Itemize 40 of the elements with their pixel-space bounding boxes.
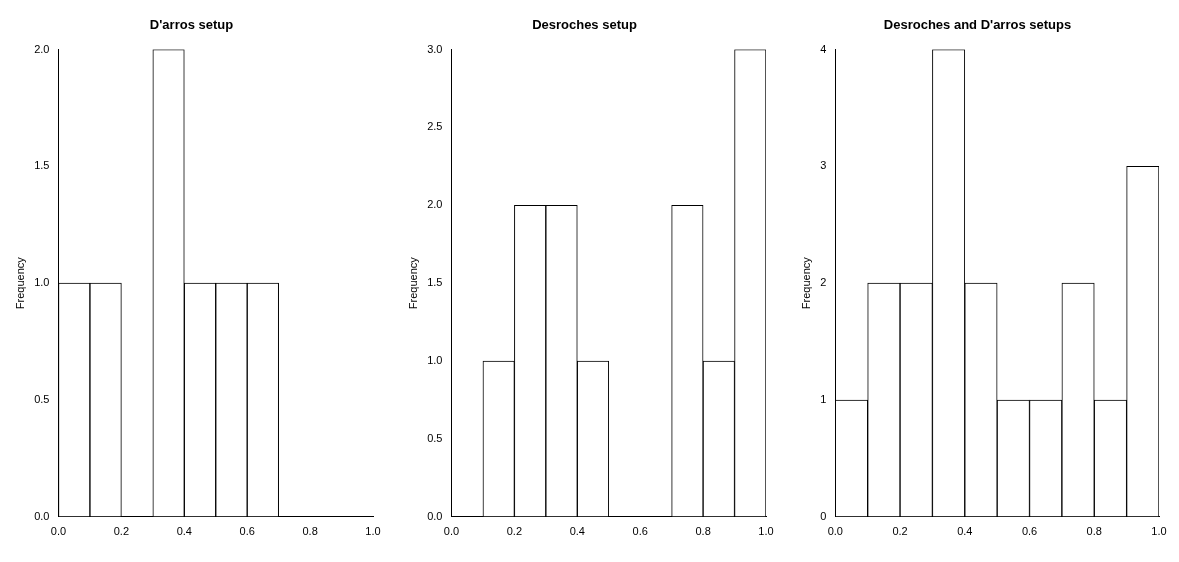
y-tick-label: 0.5 — [34, 393, 50, 406]
y-axis-title: Frequency — [799, 256, 812, 310]
x-tick-label: 0.4 — [957, 525, 973, 538]
x-tick-label: 0.2 — [892, 525, 908, 538]
y-tick-label: 3.0 — [427, 42, 443, 55]
y-tick-label: 2 — [820, 276, 827, 289]
x-tick-label: 0.8 — [302, 525, 318, 538]
chart-title: Desroches setup — [532, 17, 637, 33]
chart-title: D'arros setup — [149, 17, 234, 33]
y-tick-label: 4 — [820, 42, 827, 55]
x-tick-label: 0.0 — [443, 525, 460, 538]
y-tick-label: 1.0 — [34, 276, 50, 289]
x-tick-label: 0.2 — [506, 525, 523, 538]
chart-title: Desroches and D'arros setups — [883, 17, 1072, 33]
y-tick-label: 0.0 — [34, 509, 50, 522]
y-tick-label: 2.0 — [427, 198, 443, 211]
x-tick-label: 1.0 — [758, 525, 774, 538]
y-tick-label: 1.0 — [427, 354, 443, 367]
x-tick-label: 0.6 — [632, 525, 648, 538]
y-tick-label: 1.5 — [34, 159, 50, 172]
x-tick-label: 0.4 — [176, 525, 192, 538]
y-tick-label: 1 — [820, 393, 827, 406]
y-tick-label: 0.5 — [427, 431, 443, 444]
y-axis-title: Frequency — [13, 256, 26, 310]
x-tick-label: 1.0 — [365, 525, 381, 538]
x-tick-label: 1.0 — [1151, 525, 1167, 538]
x-tick-label: 0.6 — [239, 525, 255, 538]
x-tick-label: 0.8 — [695, 525, 711, 538]
x-tick-label: 0.0 — [50, 525, 67, 538]
y-tick-label: 2.0 — [34, 42, 50, 55]
y-tick-label: 0.0 — [427, 509, 443, 522]
x-tick-label: 0.2 — [113, 525, 130, 538]
y-axis-title: Frequency — [406, 256, 419, 310]
y-tick-label: 1.5 — [427, 276, 443, 289]
y-tick-label: 3 — [820, 159, 827, 172]
y-tick-label: 0 — [820, 509, 827, 522]
y-tick-label: 2.5 — [427, 120, 443, 133]
x-tick-label: 0.8 — [1086, 525, 1102, 538]
x-tick-label: 0.4 — [569, 525, 585, 538]
x-tick-label: 0.6 — [1021, 525, 1038, 538]
